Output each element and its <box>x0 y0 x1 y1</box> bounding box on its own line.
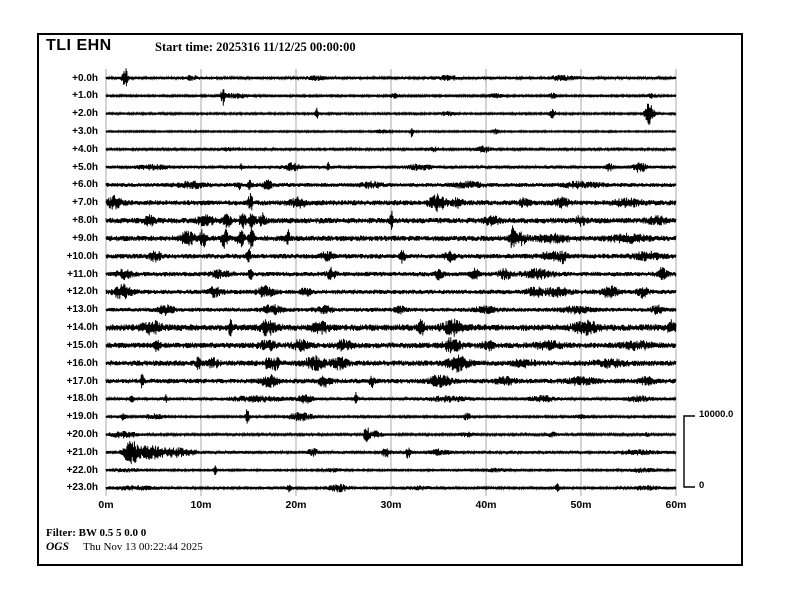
hour-offset-label: +15.0h <box>66 339 98 351</box>
seismogram-trace <box>105 391 677 404</box>
hour-offset-label: +2.0h <box>72 108 98 120</box>
seismogram-trace <box>105 373 677 389</box>
minute-tick-label: 30m <box>380 499 402 511</box>
hour-offset-label: +22.0h <box>66 464 98 476</box>
seismogram-trace <box>105 354 677 373</box>
hour-offset-label: +3.0h <box>72 125 98 137</box>
hour-offset-label: +8.0h <box>72 215 98 227</box>
hour-offset-label: +10.0h <box>66 250 98 262</box>
minute-tick-label: 10m <box>190 499 212 511</box>
station-title: TLI EHN <box>46 37 112 54</box>
plot-frame <box>37 33 743 566</box>
render-timestamp: Thu Nov 13 00:22:44 2025 <box>83 541 203 553</box>
hour-offset-label: +7.0h <box>72 197 98 209</box>
hour-offset-label: +13.0h <box>66 304 98 316</box>
hour-offset-label: +16.0h <box>66 357 98 369</box>
filter-info: Filter: BW 0.5 5 0.0 0 <box>46 527 147 539</box>
hour-offset-label: +18.0h <box>66 393 98 405</box>
seismogram-trace <box>105 179 677 191</box>
hour-offset-label: +0.0h <box>72 72 98 84</box>
hour-offset-label: +12.0h <box>66 286 98 298</box>
hour-offset-label: +19.0h <box>66 411 98 423</box>
seismogram-trace <box>105 337 677 354</box>
hour-offset-label: +6.0h <box>72 179 98 191</box>
hour-offset-label: +20.0h <box>66 429 98 441</box>
hour-offset-label: +11.0h <box>67 268 98 280</box>
seismogram-trace <box>105 283 677 300</box>
hour-offset-label: +21.0h <box>66 446 98 458</box>
seismogram-trace <box>105 248 677 265</box>
credit-line: OGS Thu Nov 13 00:22:44 2025 <box>46 541 203 553</box>
seismogram-trace <box>105 440 677 465</box>
seismogram-trace <box>105 266 677 281</box>
minute-tick-label: 60m <box>665 499 687 511</box>
scale-min-label: 0 <box>699 480 705 491</box>
hour-offset-label: +9.0h <box>72 232 98 244</box>
hour-offset-label: +23.0h <box>66 482 98 494</box>
seismogram-trace <box>105 145 677 153</box>
seismogram-trace <box>105 68 677 87</box>
start-time-label: Start time: 2025316 11/12/25 00:00:00 <box>155 40 356 54</box>
minute-tick-label: 20m <box>285 499 307 511</box>
seismogram-trace <box>105 103 677 126</box>
hour-offset-label: +4.0h <box>72 143 98 155</box>
seismogram-trace <box>105 465 677 475</box>
seismogram-trace <box>105 161 677 173</box>
seismogram-trace <box>105 225 677 249</box>
hour-offset-label: +5.0h <box>72 161 98 173</box>
seismogram-trace <box>105 128 677 138</box>
seismogram-trace <box>105 409 677 424</box>
minute-tick-label: 50m <box>570 499 592 511</box>
seismogram-trace <box>105 210 677 230</box>
hour-offset-label: +17.0h <box>66 375 98 387</box>
scale-bracket <box>683 415 695 488</box>
hour-offset-label: +1.0h <box>72 90 98 102</box>
minute-tick-label: 40m <box>475 499 497 511</box>
minute-tick-label: 0m <box>98 499 114 511</box>
scale-max-label: 10000.0 <box>699 409 734 420</box>
seismogram-trace <box>105 318 677 337</box>
agency-logo: OGS <box>46 541 70 553</box>
hour-offset-label: +14.0h <box>66 322 98 334</box>
seismogram-trace <box>105 427 677 443</box>
seismogram-trace <box>105 192 677 213</box>
seismogram-trace <box>105 88 677 106</box>
seismogram-trace <box>105 483 677 493</box>
seismogram-trace <box>105 304 677 316</box>
